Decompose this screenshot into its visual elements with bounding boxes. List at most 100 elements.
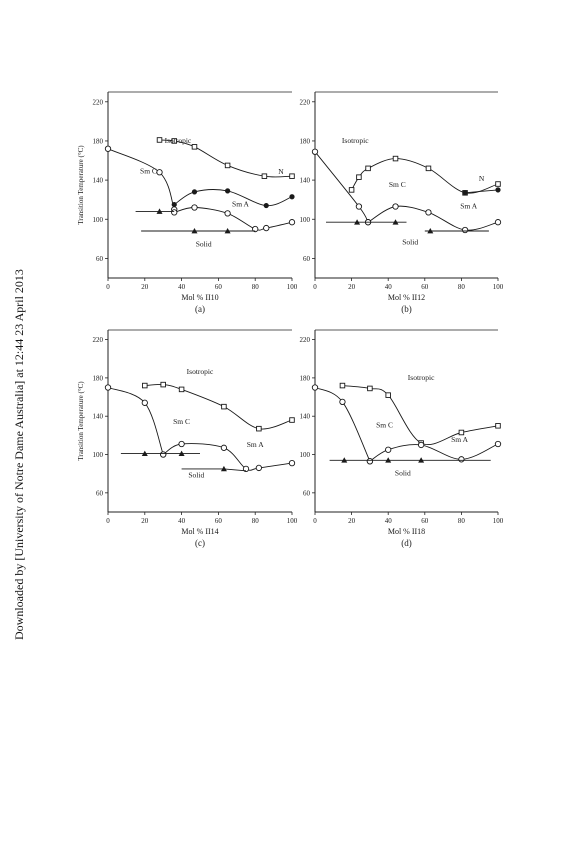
- data-point-a-1-3: [263, 202, 269, 209]
- data-point-b-4-1: [354, 219, 361, 225]
- data-point-d-0-1: [367, 385, 373, 392]
- data-point-d-0-5: [495, 423, 501, 429]
- data-point-d-0-0: [339, 382, 346, 389]
- data-point-a-2-0: [104, 145, 112, 152]
- phase-label-b-4: Solid: [402, 238, 418, 247]
- data-point-b-0-6: [495, 181, 501, 187]
- panel-b: 60 100 140 180 220 0 20 40 60 80 100 Mol % II12 (b) I…: [300, 91, 504, 314]
- phase-label-c-3: Solid: [188, 471, 204, 480]
- x-tick-label-d: 80: [458, 517, 466, 525]
- data-point-c-0-5: [289, 417, 295, 423]
- panel-label-b: (b): [401, 304, 412, 314]
- phase-boundary-b-0: [351, 158, 499, 194]
- phase-boundary-a-0: [159, 139, 293, 178]
- data-point-c-2-4: [255, 464, 263, 472]
- x-tick-label-c: 100: [287, 517, 298, 525]
- y-tick-label-b: 140: [300, 177, 311, 185]
- data-point-c-2-2: [220, 444, 228, 451]
- phase-label-d-2: Sm A: [451, 435, 468, 444]
- data-point-a-0-0: [156, 137, 163, 143]
- x-tick-label-c: 20: [141, 517, 149, 525]
- phase-label-b-1: N: [479, 174, 485, 183]
- phase-label-a-1: N: [278, 167, 284, 176]
- phase-label-a-2: Sm C: [140, 166, 157, 175]
- x-axis-label-b: Mol % II12: [388, 293, 425, 302]
- phase-label-a-3: Sm A: [232, 200, 249, 209]
- y-tick-label-d: 140: [300, 413, 311, 421]
- data-point-c-1-0: [104, 384, 112, 391]
- y-tick-label-a: 100: [93, 216, 104, 224]
- data-point-c-0-2: [178, 386, 185, 393]
- x-tick-label-c: 60: [215, 517, 223, 525]
- data-point-d-1-1: [339, 398, 346, 405]
- data-point-c-0-0: [142, 382, 148, 389]
- data-point-a-0-1: [171, 138, 177, 144]
- x-tick-label-a: 60: [215, 283, 223, 291]
- data-point-d-2-0: [366, 458, 374, 465]
- x-tick-label-c: 0: [106, 517, 110, 525]
- data-point-a-0-5: [289, 173, 295, 179]
- y-tick-label-a: 140: [93, 177, 104, 185]
- data-point-c-2-1: [178, 440, 185, 448]
- y-tick-label-b: 180: [300, 137, 311, 145]
- phase-boundary-b-2: [314, 151, 369, 223]
- data-point-c-4-1: [220, 465, 227, 472]
- x-tick-label-d: 20: [348, 517, 356, 525]
- data-point-b-3-3: [461, 226, 469, 234]
- phase-boundary-d-1: [314, 387, 371, 462]
- data-point-b-2-1: [355, 203, 363, 210]
- data-point-c-0-4: [256, 425, 262, 432]
- data-point-c-0-1: [160, 381, 166, 388]
- y-axis-label-a: Transition Temperature (°C): [77, 145, 85, 225]
- phase-label-b-3: Sm A: [460, 201, 477, 210]
- data-point-d-0-2: [385, 392, 391, 398]
- y-tick-label-c: 180: [93, 374, 104, 382]
- x-tick-label-b: 100: [493, 283, 504, 291]
- panel-label-d: (d): [401, 538, 412, 548]
- x-axis-label-d: Mol % II18: [388, 527, 425, 536]
- phase-boundary-b-3: [367, 205, 499, 231]
- data-point-a-1-4: [289, 194, 295, 200]
- phase-boundary-a-2: [107, 148, 175, 210]
- data-point-d-2-3: [458, 456, 465, 463]
- x-tick-label-d: 0: [313, 517, 317, 525]
- data-point-b-3-1: [392, 203, 399, 210]
- data-point-b-1-1: [495, 187, 501, 193]
- y-tick-label-a: 60: [96, 255, 104, 263]
- x-tick-label-a: 100: [287, 283, 298, 291]
- x-tick-label-b: 80: [458, 283, 466, 291]
- x-tick-label-d: 100: [493, 517, 504, 525]
- panel-label-c: (c): [195, 538, 205, 548]
- phase-label-c-1: Sm C: [173, 417, 190, 426]
- data-point-a-4-1: [156, 208, 163, 214]
- data-point-a-5-2: [224, 228, 231, 234]
- x-tick-label-d: 60: [421, 517, 429, 525]
- data-point-b-0-0: [348, 187, 355, 193]
- y-tick-label-c: 60: [96, 489, 104, 497]
- data-point-a-0-3: [224, 162, 231, 169]
- x-axis-label-a: Mol % II10: [181, 293, 218, 302]
- data-point-d-1-0: [311, 384, 319, 391]
- y-tick-label-c: 100: [93, 451, 104, 459]
- y-tick-label-c: 220: [93, 336, 104, 344]
- data-point-c-3-1: [141, 450, 148, 456]
- data-point-c-1-1: [141, 399, 148, 406]
- y-tick-label-a: 220: [93, 98, 104, 106]
- data-point-a-3-3: [252, 225, 259, 233]
- x-tick-label-a: 40: [178, 283, 186, 291]
- data-point-a-1-1: [191, 189, 198, 195]
- data-point-a-3-4: [263, 224, 270, 232]
- x-tick-label-a: 20: [141, 283, 149, 291]
- data-point-c-2-0: [160, 451, 167, 458]
- data-point-b-0-4: [425, 165, 432, 172]
- data-point-b-3-2: [425, 209, 432, 216]
- panel-d: 60 100 140 180 220 0 20 40 60 80 100 Mol % II18 (d) I…: [300, 329, 504, 548]
- x-tick-label-b: 40: [385, 283, 393, 291]
- panel-label-a: (a): [195, 304, 205, 314]
- x-tick-label-b: 20: [348, 283, 356, 291]
- data-point-a-3-2: [224, 210, 231, 217]
- panel-c: 60 100 140 180 220 0 20 40 60 80 100 Mol % II14 (c) T…: [77, 329, 298, 548]
- data-point-b-5-1: [427, 228, 434, 234]
- x-tick-label-d: 40: [385, 517, 393, 525]
